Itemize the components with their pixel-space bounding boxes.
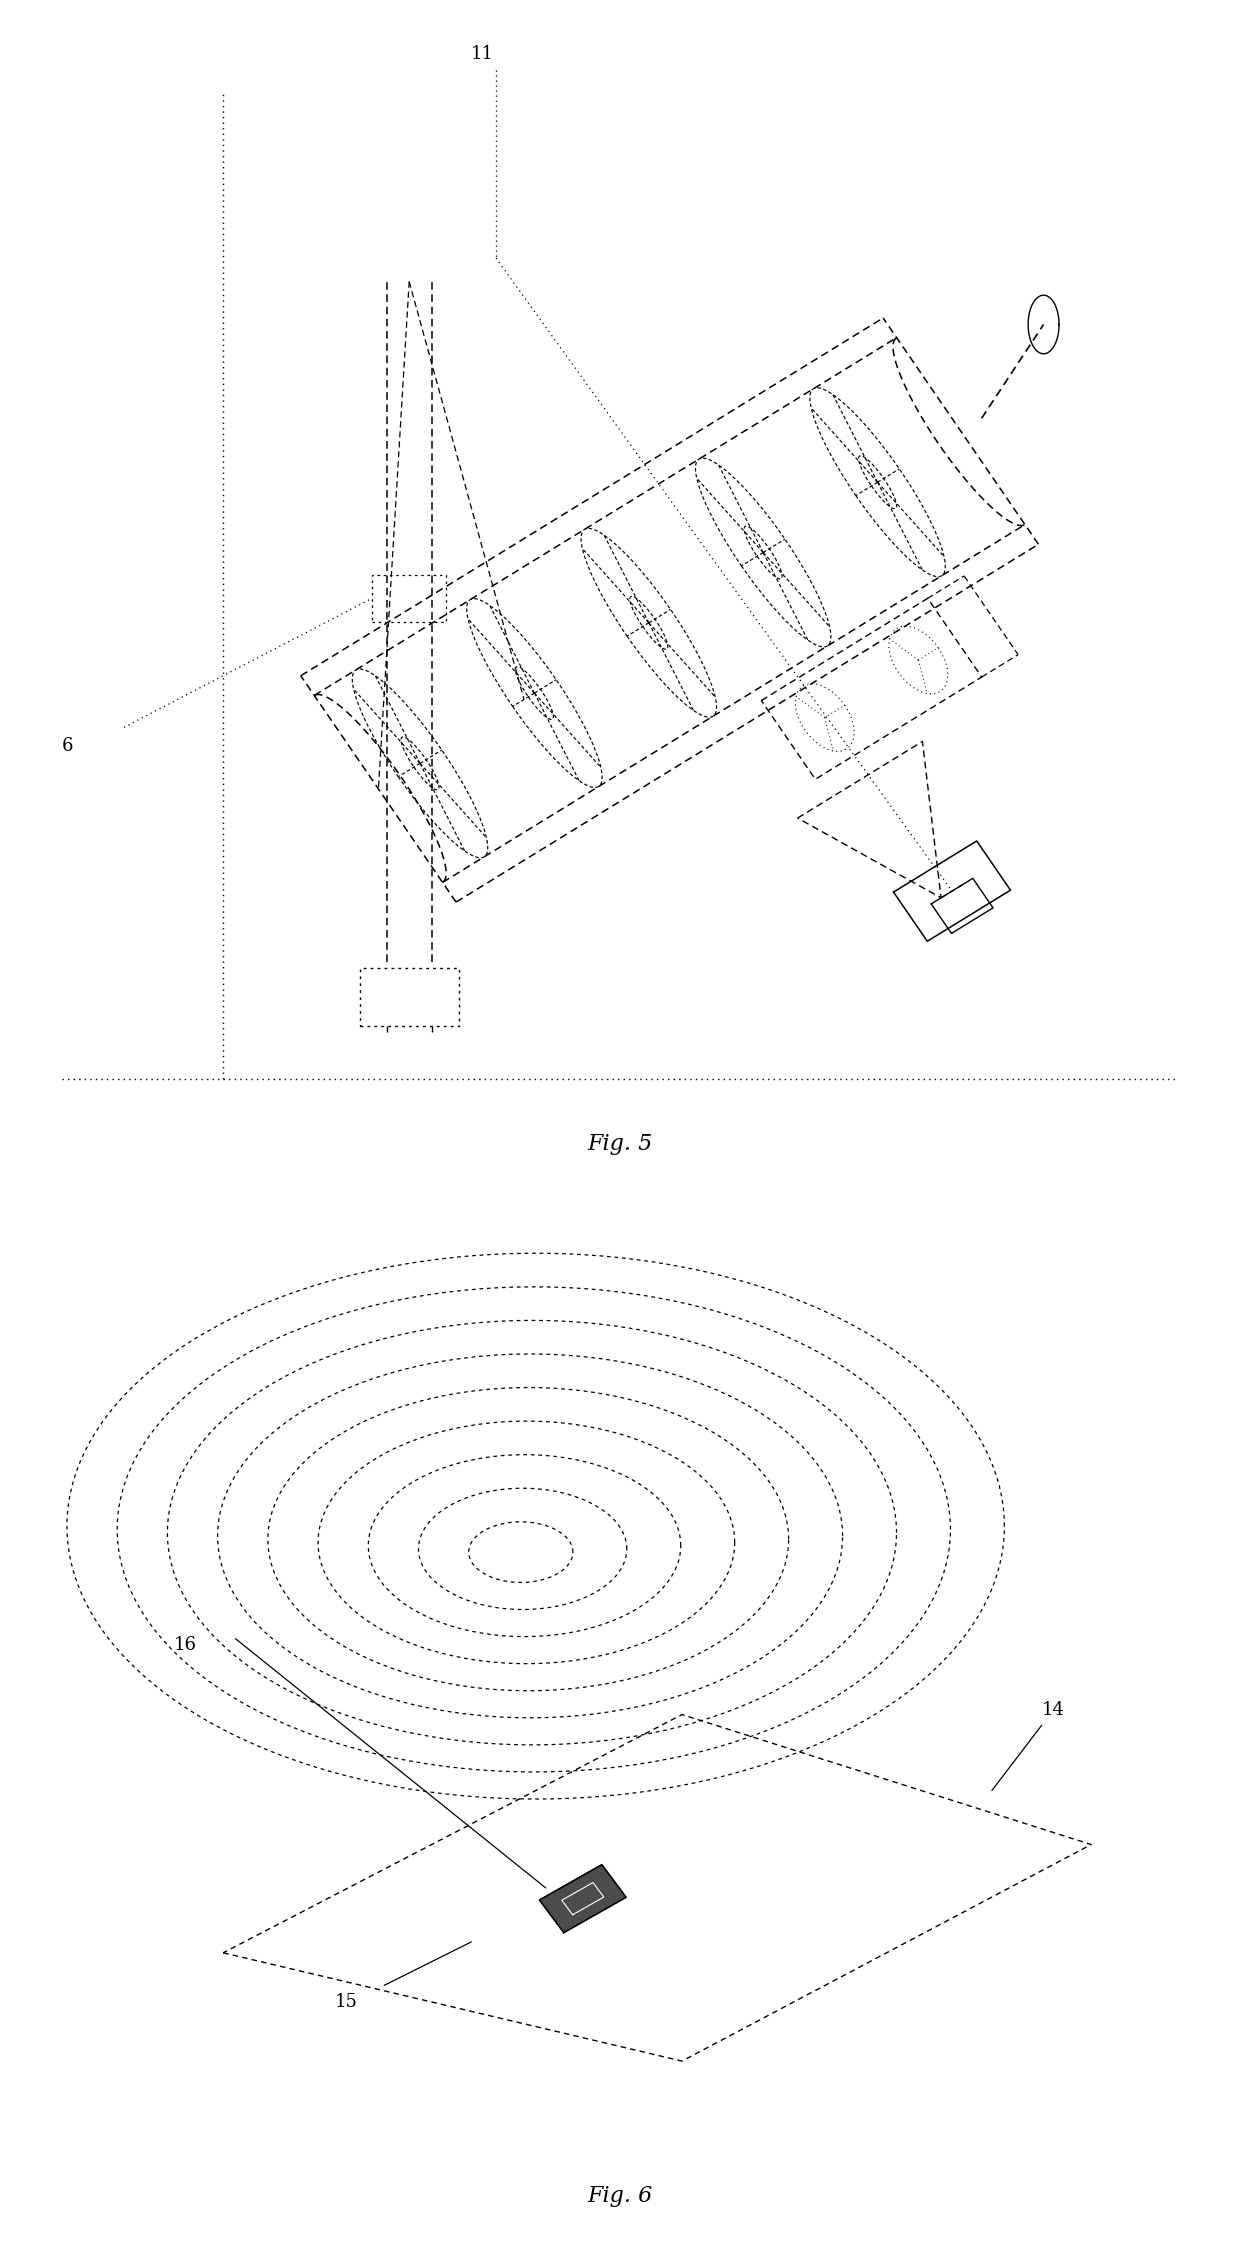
Text: 15: 15: [335, 1992, 357, 2010]
Text: Fig. 6: Fig. 6: [588, 2184, 652, 2206]
Text: 14: 14: [1042, 1701, 1064, 1719]
Text: 16: 16: [174, 1636, 197, 1654]
Text: Fig. 5: Fig. 5: [588, 1133, 652, 1155]
Polygon shape: [539, 1866, 626, 1933]
Text: 6: 6: [62, 738, 73, 756]
Text: 11: 11: [471, 45, 495, 63]
